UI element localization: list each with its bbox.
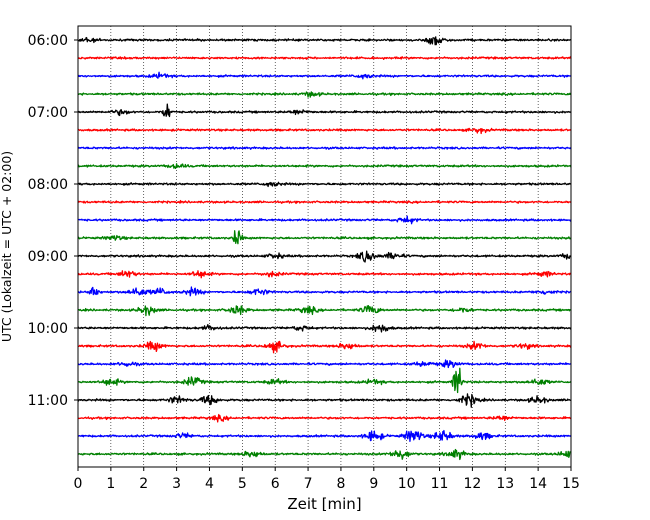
trace-1030 bbox=[77, 359, 572, 369]
trace-0715 bbox=[77, 127, 572, 135]
trace-1000 bbox=[77, 324, 572, 333]
x-tick-label-11: 11 bbox=[431, 476, 449, 492]
trace-1100 bbox=[77, 393, 572, 408]
trace-0645 bbox=[77, 91, 572, 98]
trace-0900 bbox=[77, 250, 572, 263]
x-tick-label-2: 2 bbox=[139, 476, 148, 492]
trace-1045 bbox=[77, 367, 572, 394]
y-tick-label-09:00: 09:00 bbox=[28, 249, 68, 265]
y-tick-label-11:00: 11:00 bbox=[28, 393, 68, 409]
x-tick-label-8: 8 bbox=[336, 476, 345, 492]
y-axis-ticks: 06:00 07:00 08:00 09:00 10:00 11:00 bbox=[28, 33, 78, 409]
trace-0630 bbox=[77, 71, 572, 80]
trace-0815 bbox=[77, 199, 572, 205]
trace-1115 bbox=[77, 413, 572, 423]
y-axis-label: UTC (Lokalzeit = UTC + 02:00) bbox=[0, 151, 14, 342]
trace-0945 bbox=[77, 304, 572, 317]
x-tick-label-15: 15 bbox=[562, 476, 580, 492]
x-axis-ticks: 0 1 2 3 4 5 6 7 8 9 10 11 12 13 14 15 bbox=[74, 467, 580, 492]
trace-0615 bbox=[77, 56, 572, 61]
x-tick-label-5: 5 bbox=[238, 476, 247, 492]
x-axis-label: Zeit [min] bbox=[287, 495, 361, 513]
x-tick-label-12: 12 bbox=[463, 476, 481, 492]
trace-0600 bbox=[77, 36, 572, 46]
trace-0730 bbox=[77, 146, 572, 150]
trace-0830 bbox=[77, 215, 572, 225]
x-tick-label-14: 14 bbox=[529, 476, 547, 492]
x-tick-label-1: 1 bbox=[106, 476, 115, 492]
y-tick-label-08:00: 08:00 bbox=[28, 177, 68, 193]
trace-1130 bbox=[77, 429, 572, 442]
trace-0745 bbox=[77, 163, 572, 170]
trace-0845 bbox=[77, 230, 572, 245]
x-tick-label-9: 9 bbox=[369, 476, 378, 492]
trace-0700 bbox=[77, 103, 572, 118]
y-tick-label-07:00: 07:00 bbox=[28, 105, 68, 121]
x-tick-label-4: 4 bbox=[205, 476, 214, 492]
trace-1145 bbox=[77, 448, 572, 461]
x-tick-label-13: 13 bbox=[496, 476, 514, 492]
trace-1015 bbox=[77, 340, 572, 354]
y-tick-label-06:00: 06:00 bbox=[28, 33, 68, 49]
trace-0930 bbox=[77, 286, 572, 297]
x-tick-label-3: 3 bbox=[172, 476, 181, 492]
x-tick-label-10: 10 bbox=[398, 476, 416, 492]
y-tick-label-10:00: 10:00 bbox=[28, 321, 68, 337]
trace-0915 bbox=[77, 270, 572, 279]
trace-0800 bbox=[77, 181, 572, 188]
plot-frame bbox=[77, 25, 572, 468]
x-tick-label-6: 6 bbox=[271, 476, 280, 492]
x-tick-label-0: 0 bbox=[74, 476, 83, 492]
x-tick-label-7: 7 bbox=[304, 476, 313, 492]
seismic-traces bbox=[77, 36, 572, 461]
